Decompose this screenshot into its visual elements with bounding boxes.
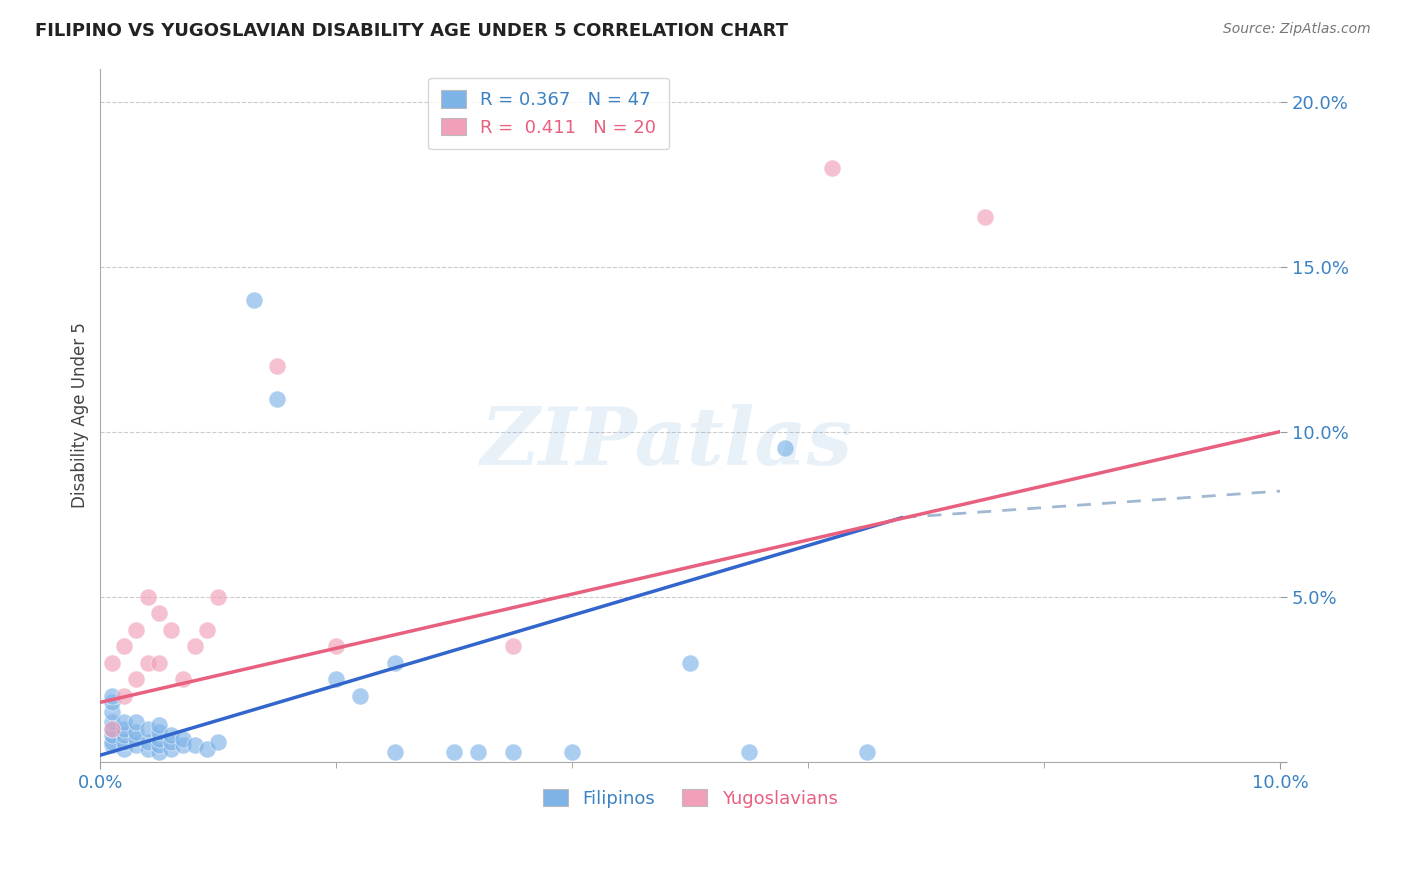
Point [821, 161, 844, 175]
Point [561, 745, 583, 759]
Point [349, 689, 371, 703]
Point [101, 728, 124, 742]
Point [148, 725, 170, 739]
Point [125, 739, 148, 753]
Point [502, 745, 524, 759]
Point [183, 739, 205, 753]
Point [148, 656, 170, 670]
Point [160, 728, 183, 742]
Point [112, 639, 135, 653]
Point [856, 745, 879, 759]
Point [136, 735, 159, 749]
Point [172, 672, 194, 686]
Point [112, 741, 135, 756]
Point [974, 210, 997, 224]
Point [101, 656, 124, 670]
Point [101, 715, 124, 730]
Point [325, 672, 347, 686]
Point [136, 722, 159, 736]
Point [125, 725, 148, 739]
Point [112, 728, 135, 742]
Point [101, 722, 124, 736]
Point [467, 745, 489, 759]
Y-axis label: Disability Age Under 5: Disability Age Under 5 [72, 322, 89, 508]
Point [125, 715, 148, 730]
Point [148, 718, 170, 732]
Point [125, 672, 148, 686]
Point [148, 731, 170, 746]
Point [266, 359, 288, 373]
Point [172, 731, 194, 746]
Point [112, 715, 135, 730]
Point [101, 705, 124, 719]
Point [136, 741, 159, 756]
Point [101, 735, 124, 749]
Point [242, 293, 264, 307]
Point [148, 745, 170, 759]
Point [112, 689, 135, 703]
Point [266, 392, 288, 406]
Text: Source: ZipAtlas.com: Source: ZipAtlas.com [1223, 22, 1371, 37]
Point [738, 745, 761, 759]
Point [443, 745, 465, 759]
Point [136, 656, 159, 670]
Point [207, 590, 229, 604]
Point [679, 656, 702, 670]
Point [101, 722, 124, 736]
Point [112, 735, 135, 749]
Point [207, 735, 229, 749]
Point [101, 689, 124, 703]
Point [112, 722, 135, 736]
Point [502, 639, 524, 653]
Point [160, 741, 183, 756]
Text: ZIPatlas: ZIPatlas [481, 404, 852, 482]
Point [101, 695, 124, 709]
Legend: Filipinos, Yugoslavians: Filipinos, Yugoslavians [536, 782, 845, 815]
Point [384, 745, 406, 759]
Text: FILIPINO VS YUGOSLAVIAN DISABILITY AGE UNDER 5 CORRELATION CHART: FILIPINO VS YUGOSLAVIAN DISABILITY AGE U… [35, 22, 789, 40]
Point [183, 639, 205, 653]
Point [384, 656, 406, 670]
Point [136, 590, 159, 604]
Point [773, 441, 796, 455]
Point [125, 731, 148, 746]
Point [195, 741, 218, 756]
Point [325, 639, 347, 653]
Point [101, 739, 124, 753]
Point [195, 623, 218, 637]
Point [148, 606, 170, 620]
Point [172, 739, 194, 753]
Point [160, 735, 183, 749]
Point [148, 739, 170, 753]
Point [125, 623, 148, 637]
Point [160, 623, 183, 637]
